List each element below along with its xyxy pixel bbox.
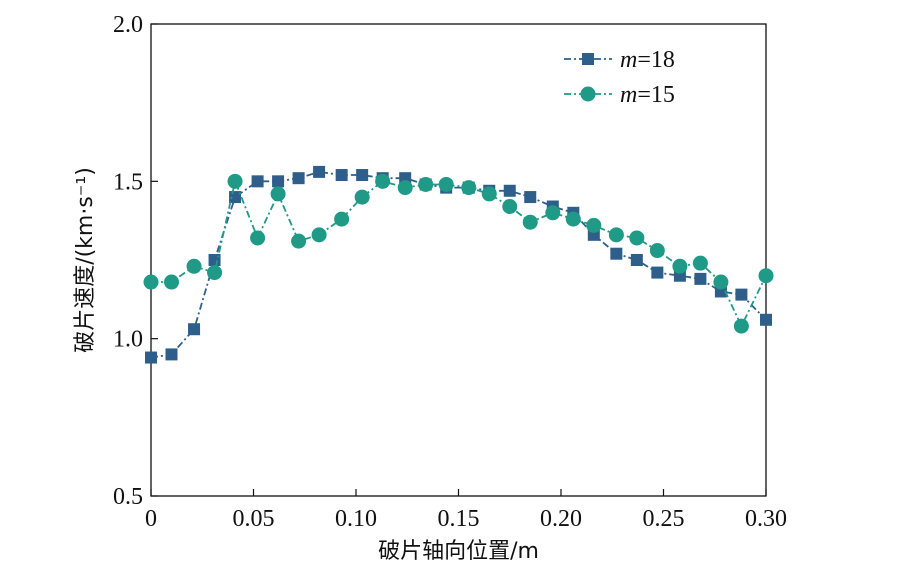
data-point-circle xyxy=(461,180,477,196)
data-point-circle xyxy=(586,217,602,233)
data-point-square xyxy=(165,348,178,361)
data-point-circle xyxy=(713,274,729,290)
data-point-circle xyxy=(186,258,202,274)
data-point-circle xyxy=(438,176,454,192)
legend-label: m=18 xyxy=(620,47,675,73)
data-point-square xyxy=(251,175,264,188)
legend-label-var: m xyxy=(620,82,637,108)
data-point-circle xyxy=(311,227,327,243)
data-point-circle xyxy=(375,173,391,189)
series-line xyxy=(151,178,767,329)
x-tick-label: 0.30 xyxy=(745,506,787,532)
data-point-circle xyxy=(250,230,266,246)
data-point-square xyxy=(503,184,516,197)
legend-marker-square xyxy=(582,53,594,65)
legend-label-value: =15 xyxy=(637,82,675,108)
data-point-square xyxy=(651,266,664,279)
data-point-square xyxy=(735,288,748,301)
y-tick-label: 0.5 xyxy=(113,484,143,510)
data-point-square xyxy=(630,254,643,266)
x-tick-label: 0 xyxy=(145,506,157,532)
data-point-square xyxy=(335,169,348,182)
data-point-circle xyxy=(270,186,286,202)
data-point-circle xyxy=(758,268,774,284)
data-point-square xyxy=(229,191,242,204)
data-point-square xyxy=(292,172,305,185)
x-axis-label: 破片轴向位置/m xyxy=(378,539,539,564)
axis-titles: 破片轴向位置/m 破片速度/(km·s⁻¹) xyxy=(73,167,539,564)
data-point-circle xyxy=(334,211,350,227)
data-point-circle xyxy=(692,255,708,271)
data-point-circle xyxy=(164,274,179,290)
data-point-circle xyxy=(481,186,497,202)
data-point-square xyxy=(188,323,201,336)
x-tick-label: 0.15 xyxy=(438,506,480,532)
legend-label-value: =18 xyxy=(637,47,675,73)
legend-item: m=18 xyxy=(564,47,675,73)
data-point-square xyxy=(610,247,623,260)
legend-label: m=15 xyxy=(620,82,675,108)
data-point-circle xyxy=(629,230,645,246)
data-point-circle xyxy=(397,180,413,196)
data-point-square xyxy=(524,191,537,204)
legend-item: m=15 xyxy=(564,82,675,108)
axes: 0 0.05 0.10 0.15 0.20 0.25 0.30 0.5 1.0 1.5 2.0 xyxy=(113,12,787,532)
data-point-circle xyxy=(227,173,243,189)
data-point-circle xyxy=(291,233,307,249)
data-point-circle xyxy=(522,214,538,230)
x-tick-label: 0.05 xyxy=(233,506,275,532)
data-point-circle xyxy=(672,258,688,274)
data-point-square xyxy=(272,175,285,188)
data-point-square xyxy=(356,169,369,182)
data-point-circle xyxy=(733,318,749,334)
y-tick-label: 1.0 xyxy=(113,327,143,353)
data-point-circle xyxy=(354,189,370,205)
data-point-square xyxy=(760,313,772,326)
x-tick-label: 0.25 xyxy=(643,506,685,532)
series-2 xyxy=(143,173,774,334)
x-tick-label: 0.10 xyxy=(335,506,377,532)
data-point-circle xyxy=(649,243,665,259)
data-point-circle xyxy=(207,265,223,281)
data-point-square xyxy=(694,272,707,285)
y-axis-label: 破片速度/(km·s⁻¹) xyxy=(73,167,98,353)
data-point-circle xyxy=(143,274,159,290)
y-tick-label: 2.0 xyxy=(113,12,143,38)
x-tick-label: 0.20 xyxy=(540,506,582,532)
data-point-circle xyxy=(565,211,581,227)
data-point-circle xyxy=(502,199,518,215)
legend-label-var: m xyxy=(620,47,637,73)
data-point-circle xyxy=(418,176,434,192)
legend-marker-circle xyxy=(580,86,596,102)
legend: m=18m=15 xyxy=(564,47,675,108)
y-tick-label: 1.5 xyxy=(113,169,143,195)
data-point-square xyxy=(313,165,326,178)
series-layer xyxy=(143,165,774,364)
data-point-circle xyxy=(545,205,561,221)
data-point-square xyxy=(145,351,157,364)
data-point-circle xyxy=(608,227,624,243)
